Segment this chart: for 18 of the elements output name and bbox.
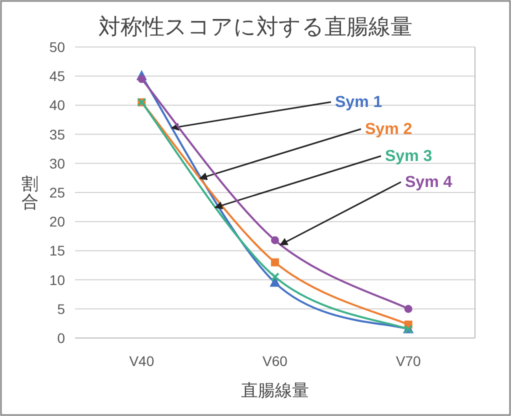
ytick: 10 xyxy=(49,272,65,288)
ytick: 20 xyxy=(49,214,65,230)
text: Sym 3 xyxy=(385,148,432,165)
xtick: V40 xyxy=(129,353,154,369)
ytick: 40 xyxy=(49,97,65,114)
ytick: 30 xyxy=(49,155,65,172)
ytick: 35 xyxy=(49,126,65,142)
ylabel: 割合 xyxy=(22,174,38,212)
xtick: V70 xyxy=(396,353,421,369)
ytick: 50 xyxy=(49,39,65,55)
title: 対称性スコアに対する直腸線量 xyxy=(98,14,412,39)
ytick: 0 xyxy=(57,330,65,346)
ytick: 25 xyxy=(49,184,65,200)
ytick: 45 xyxy=(49,68,65,84)
ytick: 5 xyxy=(57,300,65,317)
xtick: V60 xyxy=(262,353,288,369)
xlabel: 直腸線量 xyxy=(241,381,309,400)
ytick: 15 xyxy=(49,242,65,259)
